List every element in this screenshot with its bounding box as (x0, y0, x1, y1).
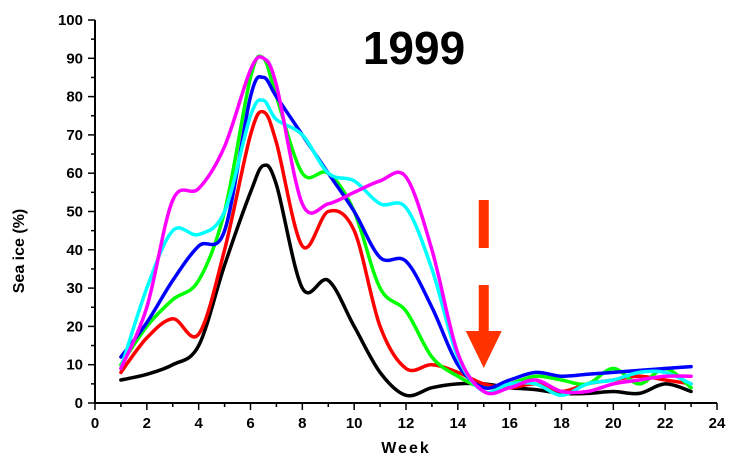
x-axis-title: Week (381, 440, 431, 457)
x-tick-label: 16 (501, 415, 518, 432)
x-tick-label: 6 (246, 415, 254, 432)
series-line-5 (119, 98, 693, 398)
series-line-2 (119, 109, 693, 394)
y-tick-label: 20 (66, 318, 83, 335)
y-tick-label: 100 (58, 12, 83, 29)
y-tick-label: 70 (66, 127, 83, 144)
x-tick-label: 8 (298, 415, 306, 432)
y-tick-label: 50 (66, 204, 83, 221)
x-tick-label: 12 (398, 415, 415, 432)
x-tick-label: 10 (346, 415, 363, 432)
chart-title: 1999 (363, 22, 465, 74)
arrow-dash-segment (478, 200, 489, 248)
y-tick-label: 80 (66, 89, 83, 106)
annotation-layer (465, 200, 502, 368)
arrow-shaft (478, 285, 489, 331)
series-line-4 (119, 75, 693, 390)
x-tick-label: 2 (143, 415, 151, 432)
series-layer (119, 54, 693, 398)
arrow-head (465, 331, 502, 368)
axes: 0 2 4 6 8 10 12 14 16 18 20 22 240102030405060708090… (58, 12, 726, 432)
y-tick-label: 40 (66, 242, 83, 259)
series-line-1 (119, 163, 693, 398)
series-line-3 (119, 54, 693, 390)
x-tick-label: 0 (91, 415, 99, 432)
x-tick-label: 20 (605, 415, 622, 432)
y-tick-label: 60 (66, 165, 83, 182)
series-line-6 (119, 55, 693, 396)
y-axis-title: Sea ice (%) (11, 209, 28, 293)
y-tick-label: 90 (66, 50, 83, 67)
x-tick-label: 18 (553, 415, 570, 432)
x-tick-label: 24 (709, 415, 726, 432)
y-tick-label: 30 (66, 280, 83, 297)
y-tick-label: 10 (66, 357, 83, 374)
y-tick-label: 0 (75, 395, 83, 412)
x-tick-label: 22 (657, 415, 674, 432)
x-tick-label: 4 (194, 415, 203, 432)
x-tick-label: 14 (449, 415, 466, 432)
